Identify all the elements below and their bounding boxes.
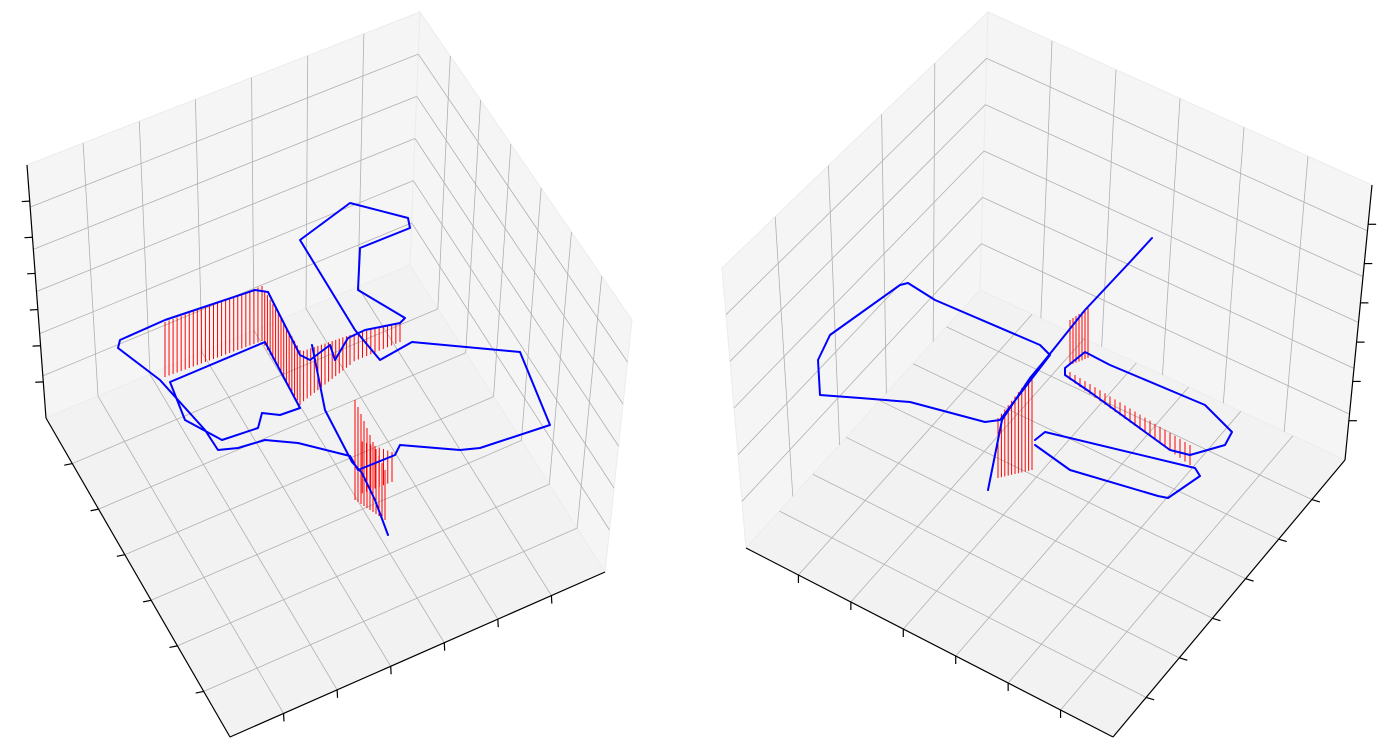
right-z-axis <box>1344 184 1373 461</box>
right-floor-gridline <box>946 326 1313 500</box>
right-y-tick <box>1145 696 1155 701</box>
left-x-tick <box>90 508 99 512</box>
right-trajectory-bottom <box>1034 431 1201 499</box>
right-wall-a-gridline <box>733 150 985 409</box>
right-wall-b-gridline <box>981 243 1350 415</box>
right-floor-gridline <box>1060 435 1294 711</box>
left-projection-lines <box>164 286 401 520</box>
right-axis-ticks <box>797 223 1377 718</box>
right-y-tick <box>1212 617 1221 622</box>
left-floor-gridline <box>150 440 522 601</box>
left-wall-b-gridline <box>416 96 624 405</box>
right-wall-b-gridline <box>982 196 1355 369</box>
right-trajectory-diagonal <box>987 237 1153 491</box>
right-floor-gridline <box>902 362 1137 630</box>
right-trajectory-line <box>817 282 1051 423</box>
right-x-axis <box>745 547 1114 738</box>
left-wall-a-gridline <box>36 138 416 292</box>
left-wall-a-gridline <box>39 180 414 335</box>
left-trajectory-inner <box>169 341 301 441</box>
left-floor-gridline <box>98 352 466 510</box>
right-y-tick <box>1179 657 1188 661</box>
right-floor-gridline <box>850 338 1085 603</box>
right-y-tick <box>1245 578 1254 582</box>
left-wall-a-gridline <box>30 53 419 208</box>
left-floor-gridline <box>177 483 550 647</box>
right-y-tick <box>1311 498 1321 503</box>
left-floor-gridline <box>97 395 284 714</box>
left-x-tick <box>116 554 125 557</box>
left-floor-gridline <box>72 308 439 464</box>
left-z-axis <box>26 164 47 419</box>
right-floor-gridline <box>879 400 1246 580</box>
right-wall-a-gridline <box>737 197 983 455</box>
right-floor-gridline <box>912 363 1279 540</box>
right-floor-gridline <box>846 437 1213 619</box>
left-3d-plot <box>21 10 633 738</box>
right-wall-b-gridline <box>985 104 1364 278</box>
left-wall-b-gridline <box>411 222 610 531</box>
left-wall-b-gridline <box>412 180 615 489</box>
left-x-tick <box>195 690 204 694</box>
left-x-tick <box>169 645 178 649</box>
right-floor-gridline <box>779 510 1147 698</box>
left-x-axis <box>45 417 231 738</box>
left-floor-gridline <box>149 374 338 691</box>
right-wall-b-gridline <box>986 57 1368 232</box>
left-x-tick <box>64 462 73 466</box>
left-grid <box>30 33 628 714</box>
right-y-axis <box>1112 459 1346 738</box>
left-floor-gridline <box>124 396 494 556</box>
left-floor-gridline <box>201 352 392 667</box>
left-wall-b-gridline <box>418 53 628 363</box>
left-wall-b-gridline <box>414 138 619 447</box>
left-wall-a-gridline <box>33 95 417 250</box>
left-floor-gridline <box>203 527 578 692</box>
left-axis-ticks <box>21 200 553 722</box>
left-trajectory-tail <box>311 344 389 536</box>
left-floor-gridline <box>357 286 552 596</box>
right-wall-a-gridline <box>729 104 986 362</box>
right-grid <box>725 40 1368 711</box>
left-x-tick <box>143 599 152 603</box>
right-projection-lines <box>997 308 1191 478</box>
right-3d-plot <box>721 10 1377 738</box>
right-wall-b-gridline <box>983 150 1359 323</box>
left-floor-gridline <box>305 308 499 620</box>
left-y-axis <box>229 571 606 738</box>
right-floor-gridline <box>1007 411 1242 684</box>
right-trajectory-lower <box>1064 351 1233 456</box>
right-wall-a-gridline <box>741 243 982 502</box>
left-trajectory-line <box>117 202 551 471</box>
right-floor-gridline <box>798 314 1033 576</box>
right-y-tick <box>1278 538 1287 543</box>
right-floor-gridline <box>812 473 1180 659</box>
right-wall-a-gridline <box>725 58 987 315</box>
